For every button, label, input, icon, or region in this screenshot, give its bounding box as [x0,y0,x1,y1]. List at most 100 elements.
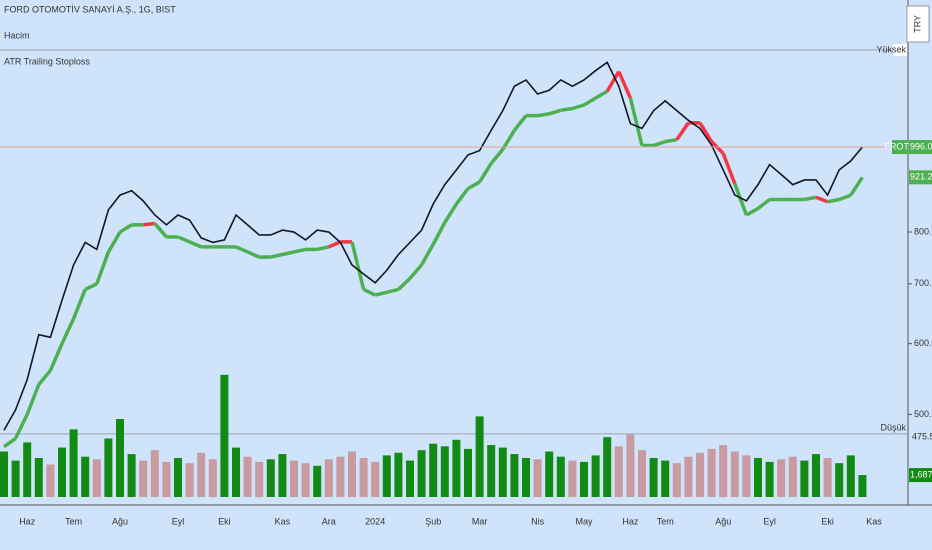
x-tick-label: Eki [218,516,231,526]
volume-bar [394,452,403,497]
volume-bar [661,460,670,497]
x-tick-label: Tem [657,516,674,526]
volume-bar [92,459,101,497]
volume-bar [672,463,681,497]
x-tick-label: Kas [866,516,882,526]
stop-segment [71,288,87,320]
high-label: Yüksek [876,44,906,54]
y-tick-label: 500.0 [914,409,932,419]
x-tick-label: Ağu [112,516,128,526]
volume-bar [556,456,565,497]
volume-bar [232,447,240,497]
volume-bar [104,438,113,497]
stop-segment [664,137,678,144]
stop-segment [594,89,609,100]
stop-segment [60,317,76,345]
volume-bar [510,454,519,497]
x-tick-label: Ara [322,516,336,526]
stop-segment [374,290,388,297]
stop-segment [815,195,829,204]
volume-bar [835,463,844,497]
volume-bar [777,459,786,497]
name-tag-box [892,140,908,155]
x-tick-label: Kas [275,516,291,526]
volume-bar [0,451,8,497]
stop-segment [560,106,573,113]
volume-bar [754,458,762,497]
volume-bar [417,450,426,497]
stop-segment [756,198,771,210]
x-tick-label: Şub [425,516,441,526]
stop-segment [431,221,447,246]
stop-segment [745,207,759,217]
volume-bar [649,458,658,497]
price-tag: 921.2 [910,172,932,182]
volume-tag-box [909,468,932,483]
volume-bar [812,454,820,497]
x-tick-label: May [575,516,593,526]
x-tick-label: Haz [19,516,36,526]
volume-bar [23,442,32,497]
volume-bar [545,451,554,497]
volume-bar [533,459,542,497]
stop-segment [849,176,864,197]
volume-bar [278,454,287,497]
volume-bar [788,456,797,497]
volume-bar [150,450,159,497]
volume-bar [626,434,635,497]
volume-bar [116,419,124,497]
y-tick-label: 700.0 [914,278,932,288]
stop-segment [454,187,470,206]
stop-segment [478,162,493,183]
stop-segment [721,152,737,185]
volume-bar [591,455,600,497]
name-tag: FROTO [884,141,915,151]
stop-segment [328,240,342,249]
volume-bar [324,459,333,497]
volume-bar [603,437,612,497]
volume-bar [174,458,182,497]
volume-bar [208,459,217,497]
volume-bar [742,455,751,497]
stop-segment [153,222,168,239]
price-tag-box [909,170,932,185]
chart-title: FORD OTOMOTİV SANAYİ A.Ş., 1G, BIST [4,4,176,14]
volume-bar [406,460,414,497]
volume-bar [290,460,298,497]
stop-segment [397,277,412,291]
volume-bar [58,447,66,497]
volume-bar [348,451,356,497]
stop-segment [675,121,690,141]
low-label: Düşük [880,422,906,432]
volume-bar [568,460,577,497]
stop-segment [501,129,516,151]
x-tick-label: 2024 [365,516,385,526]
volume-bar [580,461,588,497]
volume-bar [440,446,449,497]
stop-segment [2,436,17,449]
volume-bar [765,461,774,497]
volume-bar [696,452,704,497]
stop-segment [119,223,133,234]
x-tick-label: Ağu [715,516,731,526]
volume-bar [127,454,136,497]
stop-segment [489,148,505,165]
volume-bar [638,450,646,497]
stop-segment [350,241,366,290]
price-tag: 996.0 [910,141,932,151]
x-tick-label: Eki [821,516,834,526]
stop-segment [513,114,528,132]
stop-segment [408,263,423,280]
stop-segment [827,197,840,204]
stop-segment [84,282,98,292]
volume-bar [429,443,438,497]
volume-bar [197,452,206,497]
volume-bar [730,451,739,497]
stop-segment [316,245,330,252]
stop-segment [48,342,64,372]
stop-segment [733,183,749,216]
stop-segment [628,97,644,146]
volume-bar [336,456,345,497]
price-tag-box [909,140,932,155]
stop-segment [282,250,295,257]
